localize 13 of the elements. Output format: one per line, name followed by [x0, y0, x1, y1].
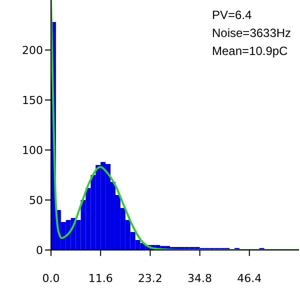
y-tick-label: 150 — [22, 94, 43, 107]
x-tick-label: 0.0 — [42, 272, 60, 285]
annotation: PV=6.4 — [212, 7, 253, 24]
y-tick-label: 200 — [22, 44, 43, 57]
x-tick-label: 46.4 — [237, 272, 262, 285]
x-tick-label: 11.6 — [88, 272, 113, 285]
y-tick-label: 0 — [36, 244, 43, 257]
annotation: Mean=10.9pC — [212, 43, 289, 60]
x-tick-label: 34.8 — [188, 272, 212, 285]
annotation: Noise=3633Hz — [212, 25, 292, 42]
y-tick-label: 100 — [22, 144, 43, 157]
y-tick-label: 50 — [29, 194, 43, 207]
x-tick-label: 23.2 — [138, 272, 162, 285]
